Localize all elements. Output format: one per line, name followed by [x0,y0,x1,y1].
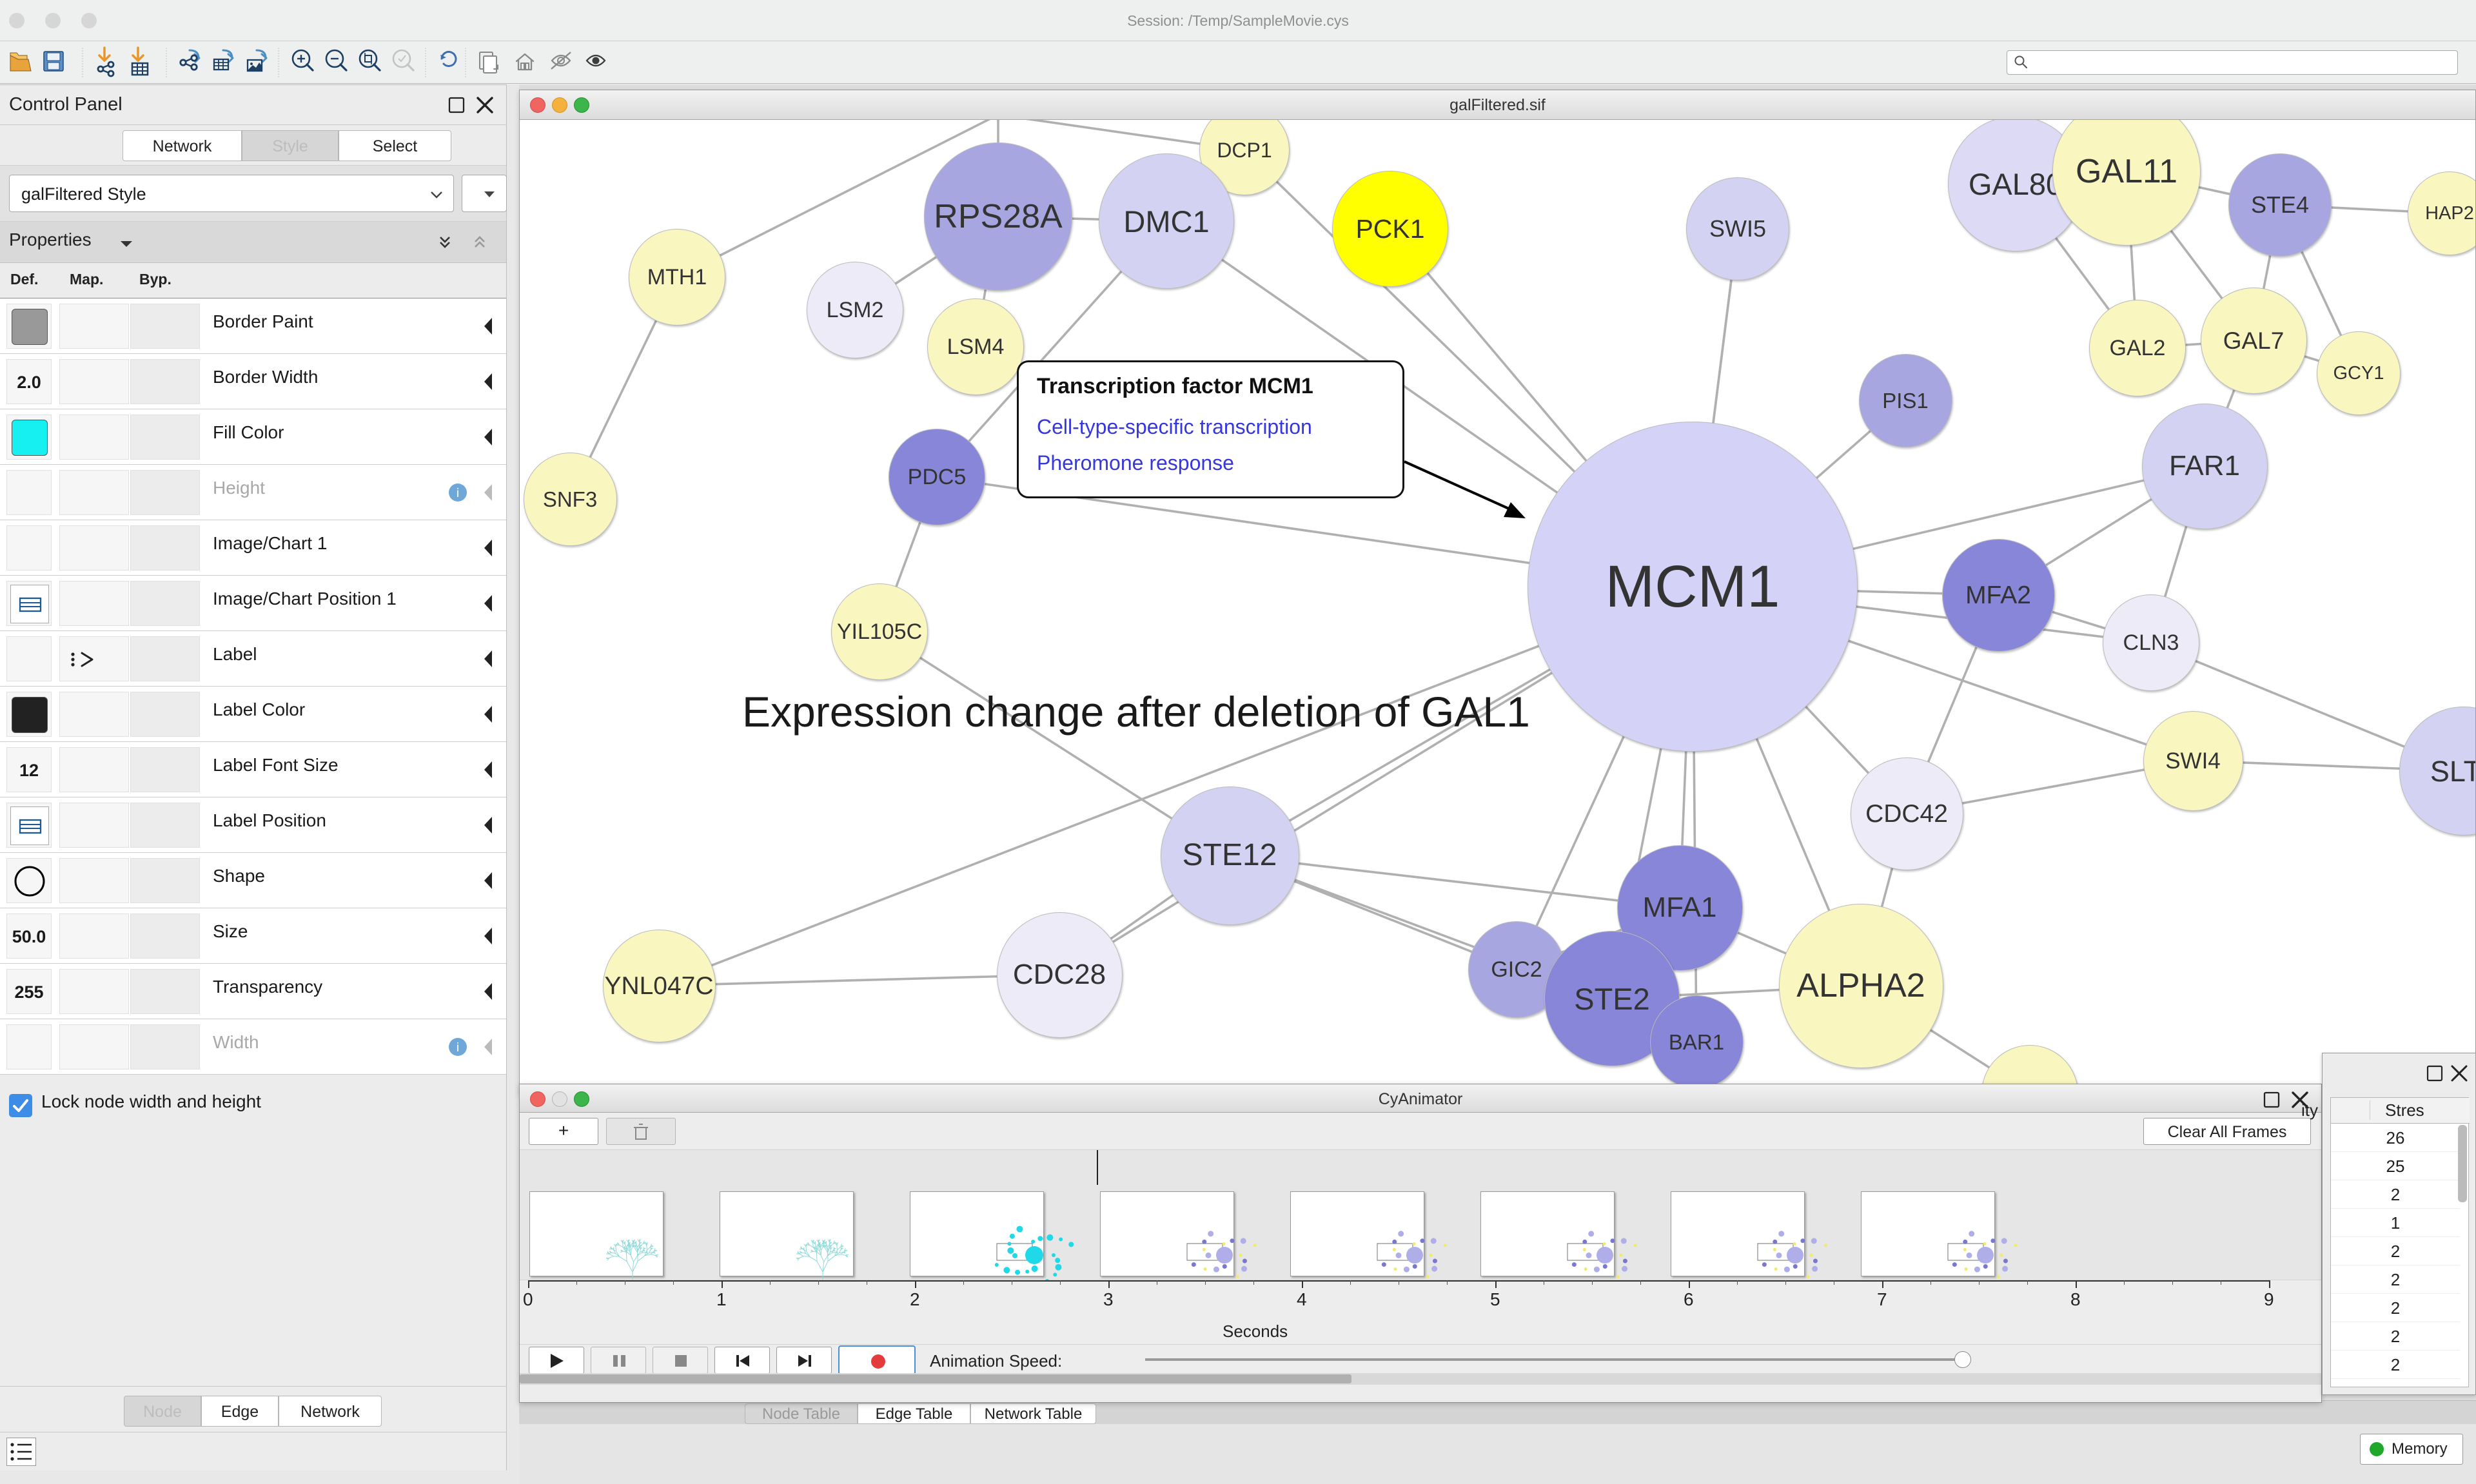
svg-text:i: i [457,1041,459,1055]
svg-text:i: i [457,487,459,500]
